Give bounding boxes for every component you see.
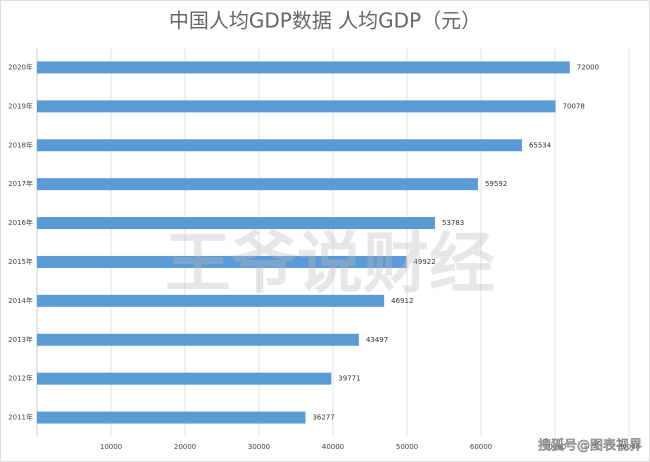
- grid: 10000 20000 30000 40000 50000 60000 70000 80000: [36, 48, 640, 451]
- bar: [37, 255, 407, 268]
- watermark: 王爷说财经: [165, 225, 495, 302]
- y-tick-label: 2014年: [8, 296, 33, 305]
- x-tick-label: 40000: [322, 443, 344, 451]
- value-label: 59592: [485, 180, 507, 188]
- bar: [37, 61, 570, 74]
- chart-title: 中国人均GDP数据 人均GDP（元）: [169, 9, 481, 33]
- value-label: 49922: [413, 258, 435, 266]
- value-label: 70078: [563, 102, 585, 110]
- y-tick-label: 2011年: [8, 413, 33, 422]
- bar: [37, 139, 522, 152]
- bar: [37, 372, 332, 385]
- x-tick-label: 10000: [100, 443, 122, 451]
- bar: [37, 178, 478, 191]
- y-tick-label: 2020年: [8, 62, 33, 71]
- y-tick-label: 2015年: [8, 257, 33, 266]
- x-tick-label: 70000: [544, 443, 566, 451]
- x-tick-label: 30000: [248, 443, 270, 451]
- value-label: 36277: [312, 414, 334, 422]
- x-tick-label: 20000: [174, 443, 196, 451]
- y-tick-label: 2018年: [8, 140, 33, 149]
- value-label: 46912: [391, 297, 413, 305]
- value-label: 65534: [529, 141, 552, 149]
- value-label: 53783: [442, 219, 464, 227]
- bar: [37, 294, 385, 307]
- y-tick-label: 2013年: [8, 335, 33, 344]
- y-tick-label: 2019年: [8, 101, 33, 110]
- x-tick-label: 80000: [618, 443, 640, 451]
- bar: [37, 217, 435, 230]
- bar: [37, 100, 556, 113]
- y-tick-label: 2017年: [8, 179, 33, 188]
- value-label: 39771: [338, 375, 360, 383]
- y-tick-label: 2016年: [8, 218, 33, 227]
- value-label: 43497: [366, 336, 388, 344]
- bar: [37, 333, 359, 346]
- value-label: 72000: [577, 63, 599, 71]
- bars: 2020年 72000 2019年 70078 2018年 65534 2017年 59592…: [8, 61, 599, 424]
- x-tick-label: 50000: [396, 443, 418, 451]
- watermark: 搜狐号@图表视界: [538, 439, 642, 454]
- y-tick-label: 2012年: [8, 374, 33, 383]
- bar: [37, 411, 306, 424]
- x-tick-label: 60000: [470, 443, 492, 451]
